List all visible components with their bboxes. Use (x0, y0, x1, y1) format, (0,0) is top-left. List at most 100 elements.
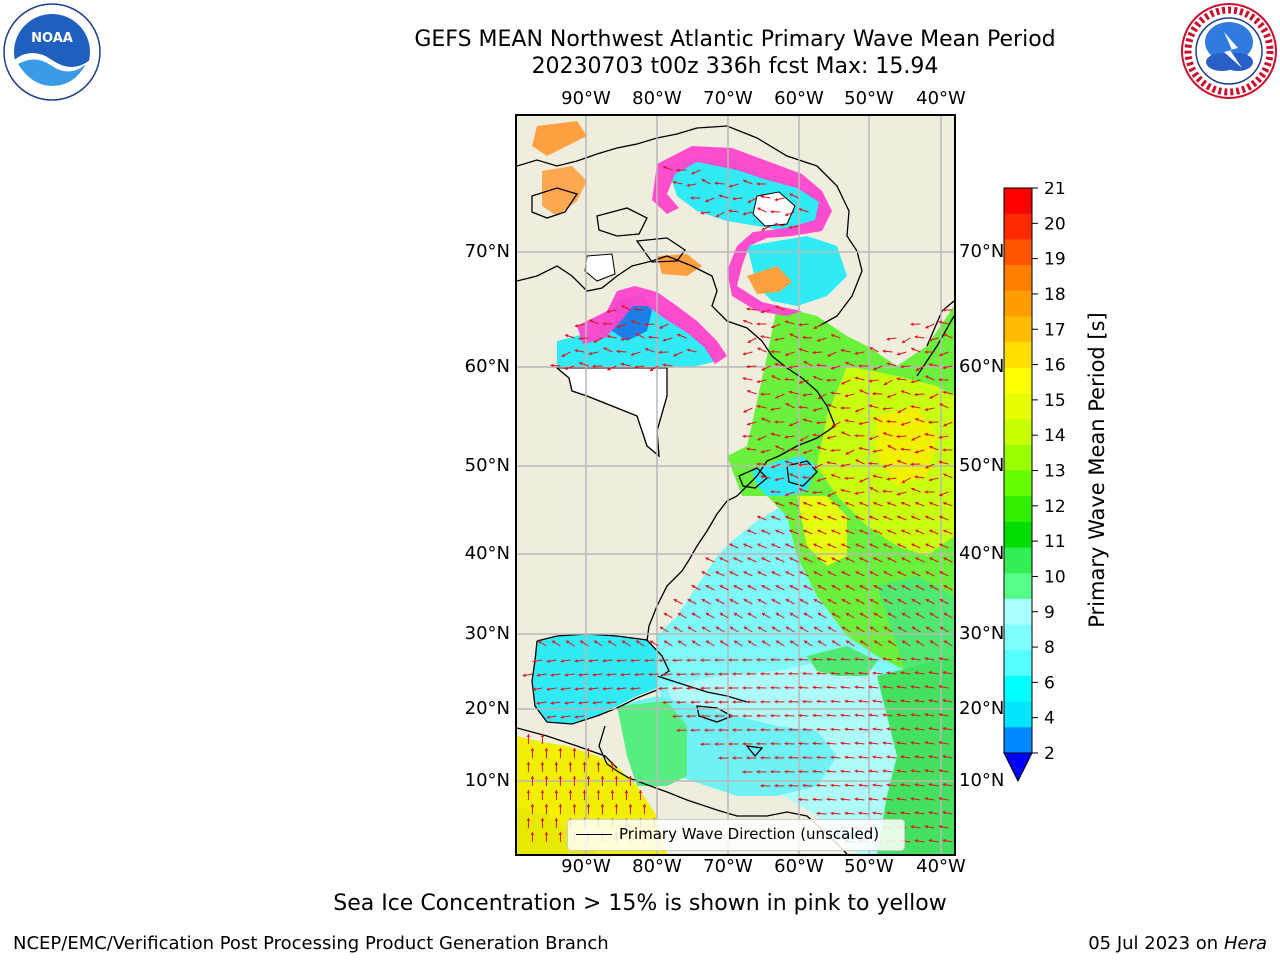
wave-direction-arrow (592, 364, 603, 369)
wave-direction-arrow (914, 727, 925, 731)
colorbar-tick-label: 4 (1044, 709, 1055, 729)
wave-direction-arrow (858, 671, 869, 675)
wave-direction-arrow (788, 671, 799, 676)
wave-direction-arrow (900, 727, 911, 731)
wave-direction-arrow (774, 783, 785, 788)
wave-direction-arrow (938, 435, 949, 439)
wave-direction-arrow (924, 657, 935, 661)
wave-direction-arrow (827, 351, 837, 357)
wave-direction-arrow (928, 839, 939, 843)
wave-direction-arrow (840, 406, 851, 410)
wave-direction-arrow (770, 323, 781, 329)
wave-direction-arrow (826, 769, 837, 774)
wave-direction-arrow (785, 402, 795, 409)
wave-direction-arrow (746, 364, 757, 369)
wave-direction-arrow (714, 686, 725, 690)
wave-direction-arrow (896, 741, 907, 745)
wave-direction-arrow (774, 477, 785, 482)
wave-direction-arrow (742, 179, 753, 185)
wave-direction-arrow (868, 741, 879, 745)
wave-direction-arrow (788, 501, 799, 507)
wave-direction-arrow (942, 390, 953, 395)
wave-direction-arrow (788, 727, 799, 732)
wave-direction-arrow (526, 734, 531, 744)
wave-direction-arrow (728, 686, 739, 690)
wave-direction-arrow (756, 742, 767, 746)
wave-direction-arrow (742, 658, 753, 662)
wave-direction-arrow (775, 445, 785, 451)
wave-direction-arrow (844, 476, 855, 481)
wave-direction-arrow (928, 755, 939, 759)
wave-direction-arrow (858, 501, 869, 507)
wave-direction-arrow (588, 351, 599, 356)
wave-direction-arrow (873, 529, 883, 535)
wave-direction-arrow (882, 463, 893, 468)
wave-direction-arrow (770, 489, 781, 494)
wave-direction-arrow (939, 626, 949, 633)
wave-direction-arrow (845, 640, 855, 647)
wave-direction-arrow (774, 197, 785, 202)
wave-direction-arrow (925, 543, 935, 549)
date-value: 05 Jul 2023 on (1088, 933, 1224, 954)
wave-direction-arrow (600, 804, 605, 814)
wave-direction-arrow (714, 714, 725, 718)
colorbar-tick-label: 10 (1044, 567, 1066, 587)
wave-direction-arrow (789, 640, 799, 647)
wave-direction-arrow (915, 557, 925, 563)
wave-direction-arrow (854, 769, 865, 774)
wave-direction-arrow (901, 584, 911, 591)
wave-direction-arrow (690, 196, 701, 200)
wave-direction-arrow (673, 598, 683, 605)
wave-direction-arrow (704, 728, 715, 732)
wave-direction-arrow (900, 447, 911, 452)
wave-direction-arrow (771, 626, 781, 633)
wave-direction-arrow (841, 626, 851, 633)
wave-direction-arrow (812, 797, 823, 802)
wave-direction-arrow (938, 656, 949, 661)
wave-direction-arrow (593, 337, 603, 343)
latitude-label-left: 40°N (464, 543, 510, 564)
wave-direction-arrow (812, 350, 823, 355)
wave-direction-arrow (910, 322, 921, 327)
wave-direction-arrow (588, 687, 599, 691)
wave-direction-arrow (882, 515, 893, 521)
colorbar-swatch (1004, 419, 1032, 446)
wave-direction-arrow (663, 640, 673, 647)
wave-direction-arrow (868, 404, 879, 409)
colorbar-title: Primary Wave Mean Period [s] (1085, 312, 1109, 628)
wave-direction-arrow (630, 686, 641, 691)
wave-direction-arrow (925, 626, 935, 633)
wave-direction-arrow (882, 657, 893, 661)
wave-direction-arrow (873, 417, 883, 423)
wave-direction-arrow (544, 804, 549, 814)
wave-direction-arrow (756, 182, 767, 186)
wave-direction-arrow (858, 811, 869, 815)
wave-direction-arrow (910, 462, 921, 467)
wave-direction-arrow (812, 713, 823, 718)
wave-direction-arrow (715, 626, 725, 633)
wave-direction-arrow (928, 445, 939, 451)
wave-direction-arrow (550, 363, 561, 368)
wave-direction-arrow (830, 448, 841, 453)
wave-direction-arrow (747, 557, 757, 563)
wave-direction-arrow (691, 584, 701, 591)
wave-direction-arrow (686, 714, 697, 719)
wave-direction-arrow (770, 209, 781, 214)
wave-direction-arrow (943, 557, 953, 563)
wave-direction-arrow (700, 211, 711, 215)
wave-direction-arrow (910, 769, 921, 773)
wave-direction-arrow (900, 364, 911, 369)
wave-direction-arrow (798, 208, 809, 213)
wave-direction-arrow (774, 362, 785, 367)
wave-direction-arrow (789, 529, 799, 535)
wave-direction-arrow (802, 727, 813, 732)
wave-direction-arrow (644, 322, 655, 327)
wave-direction-arrow (747, 640, 757, 647)
wave-direction-arrow (869, 571, 879, 577)
wave-direction-arrow (775, 640, 785, 647)
colorbar-swatch (1004, 598, 1032, 626)
wave-direction-arrow (789, 584, 799, 591)
wave-direction-arrow (705, 640, 715, 647)
wave-direction-arrow (578, 701, 589, 705)
wave-direction-arrow (719, 612, 729, 619)
